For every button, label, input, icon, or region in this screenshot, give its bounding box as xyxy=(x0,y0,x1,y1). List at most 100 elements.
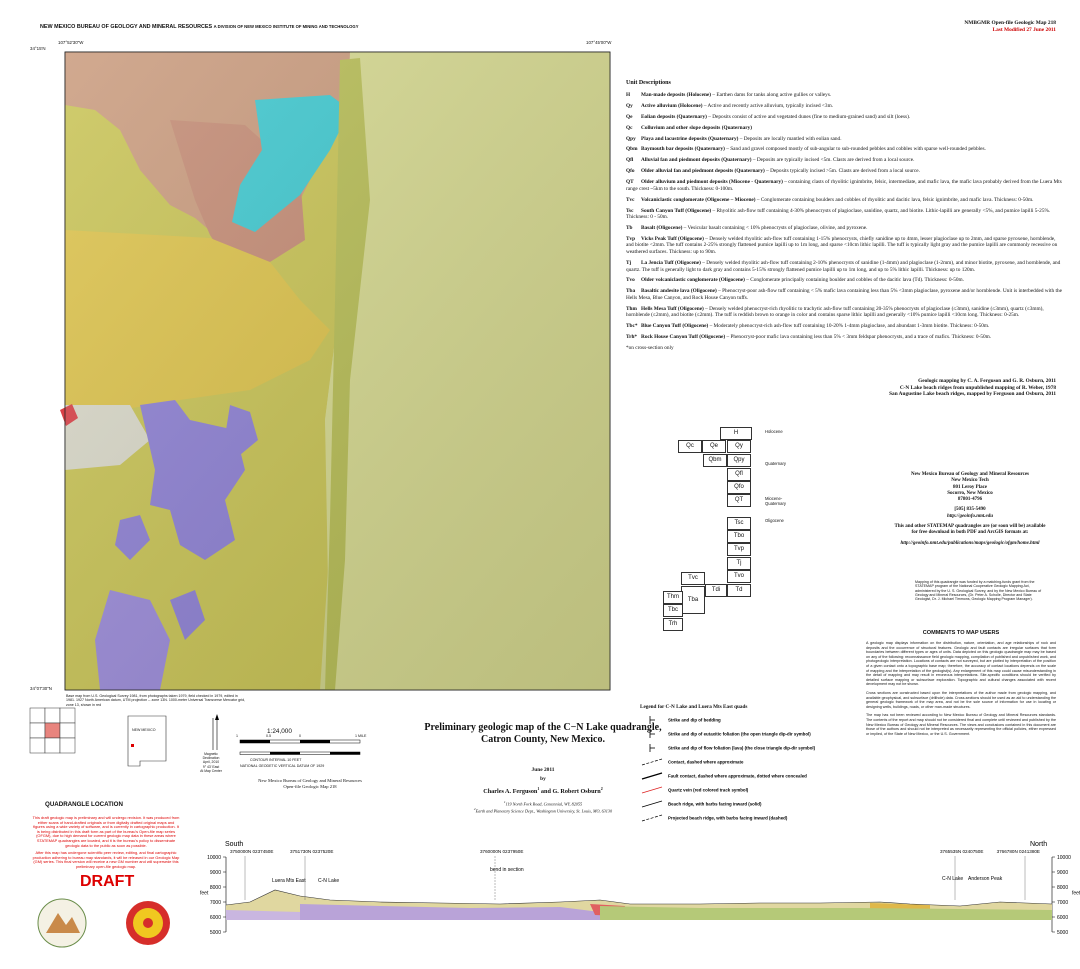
place-label: C-N Lake xyxy=(942,876,963,882)
unit-name: South Canyon Tuff (Oligocene) xyxy=(641,207,712,214)
unit-description: Qfo Older alluvial fan and piedmont depos… xyxy=(626,168,1062,175)
scale-label: 1 xyxy=(236,734,238,738)
elevation-label: 6000 xyxy=(210,915,221,921)
credits: Geologic mapping by C. A. Ferguson and G… xyxy=(889,378,1056,398)
legend-symbol xyxy=(649,716,655,724)
unit-box: Qc xyxy=(678,440,702,453)
section-end: South xyxy=(225,841,243,848)
publisher-line: 801 Leroy Place xyxy=(952,484,988,490)
unit-box: QT xyxy=(727,494,751,507)
symbol xyxy=(641,772,663,780)
series-block: New Mexico Bureau of Geology and Mineral… xyxy=(240,778,380,790)
comment-paragraph: The map has not been reviewed according … xyxy=(866,713,1056,736)
legend-label: Strike and dip of eutaxitic foliation (t… xyxy=(668,732,811,737)
unit-description: Tvp Vicks Peak Tuff (Oligocene) – Densely… xyxy=(626,236,1062,256)
unit-box: Qfl xyxy=(727,468,751,481)
unit-footnote: *on cross-section only xyxy=(626,345,674,352)
unit-description: Trh* Rock House Canyon Tuff (Oligocene) –… xyxy=(626,334,1062,341)
symbol xyxy=(641,800,663,808)
unit-name: Playa and lacustrine deposits (Quaternar… xyxy=(641,135,739,142)
unit-description: Thm Hells Mesa Tuff (Oligocene) – Densely… xyxy=(626,306,1062,319)
age-label: Holocene xyxy=(765,429,783,434)
unit-text: – Rhyolitic ash-flow tuff containing 4-3… xyxy=(626,207,1051,221)
declination-line: April, 2010 xyxy=(202,760,220,765)
unit-code: Tvo xyxy=(626,277,635,284)
scale-label: 1 MILE xyxy=(355,734,367,738)
unit-text: – Phenocryst-poor mafic lava containing … xyxy=(725,334,992,341)
age-label: Miocene-Quaternary xyxy=(765,496,786,506)
unit-description: Tj La Jencia Tuff (Oligocene) – Densely w… xyxy=(626,260,1062,273)
elevation-label: 8000 xyxy=(210,885,221,891)
corner-label: 107°45'00"W xyxy=(586,40,612,45)
unit-code: QT xyxy=(626,179,634,186)
elevation-label: 9000 xyxy=(210,870,221,876)
author: and G. Robert Osburn xyxy=(540,788,601,796)
author-note: 2 xyxy=(600,786,603,791)
scale-label: 0 xyxy=(299,734,301,738)
unit-code: Tb xyxy=(626,224,633,231)
unit-box: Qpy xyxy=(727,454,751,467)
corner-label: 34°07'30"N xyxy=(30,686,52,691)
unit-box: Tj xyxy=(727,557,751,570)
base-note: Base map from U.S. Geological Survey 198… xyxy=(66,694,246,707)
last-modified: Last Modified 27 June 2011 xyxy=(992,27,1057,33)
state-label: NEW MEXICO xyxy=(132,728,156,732)
legend-label: Fault contact, dashed where approximate,… xyxy=(668,774,807,779)
publisher-line: [505] 835-5490 xyxy=(954,507,986,513)
author: Charles A. Ferguson xyxy=(483,788,538,796)
affiliation: 119 North Fork Road, Centennial, WY, 820… xyxy=(505,801,583,807)
location-maps xyxy=(29,707,167,767)
unit-name: Man-made deposits (Holocene) xyxy=(641,92,712,98)
unit-name: Hells Mesa Tuff (Oligocene) xyxy=(641,305,704,312)
unit-name: La Jencia Tuff (Oligocene) xyxy=(641,259,701,266)
contour-interval: CONTOUR INTERVAL 10 FEET xyxy=(250,758,302,762)
elevation-unit: feet xyxy=(1072,891,1080,897)
legend-symbol xyxy=(641,814,663,822)
unit-text: – Active and recently active alluvium, t… xyxy=(702,102,834,109)
unit-description: Tba Basaltic andesite lava (Oligocene) – … xyxy=(626,288,1062,301)
affiliations: 1119 North Fork Road, Centennial, WY, 82… xyxy=(418,800,668,814)
affiliation-note: 2 xyxy=(473,806,476,811)
elevation-label: 9000 xyxy=(1057,870,1068,876)
availability: This and other STATEMAP quadrangles are … xyxy=(894,524,1046,530)
section-point: 3766780N 0241380E xyxy=(997,849,1040,854)
unit-code: Tba xyxy=(626,288,636,295)
comment-paragraph: Cross sections are constructed based upo… xyxy=(866,690,1056,709)
units-title: Unit Descriptions xyxy=(626,80,671,86)
unit-code: Trh* xyxy=(626,334,638,341)
elevation-label: 10000 xyxy=(207,855,221,861)
elevation-label: 5000 xyxy=(1057,930,1068,936)
legend-title: Legend for C-N Lake and Luera Mts East q… xyxy=(640,704,748,710)
unit-text: – Densely welded phenocryst-rich rhyolit… xyxy=(626,305,1044,319)
header: NEW MEXICO BUREAU OF GEOLOGY AND MINERAL… xyxy=(40,24,358,30)
unit-code: Qbm xyxy=(626,146,638,153)
unit-box: Qbm xyxy=(703,454,727,467)
corner-label: 107°52'30"W xyxy=(58,40,84,45)
unit-description: H Man-made deposits (Holocene) – Earthen … xyxy=(626,92,1062,99)
unit-name: Baymouth bar deposits (Quaternary) xyxy=(641,146,725,153)
legend-label: Contact, dashed where approximate xyxy=(668,760,744,765)
elevation-label: 7000 xyxy=(210,900,221,906)
unit-box: Tbc xyxy=(663,604,683,617)
elevation-label: 8000 xyxy=(1057,885,1068,891)
unit-name: Older alluvium and piedmont deposits (Mi… xyxy=(641,179,783,186)
section-end: North xyxy=(1030,841,1047,848)
unit-descriptions: H Man-made deposits (Holocene) – Earthen … xyxy=(626,92,1062,351)
unit-code: Qfl xyxy=(626,157,634,164)
elevation-label: 5000 xyxy=(210,930,221,936)
series-number: NMBGMR Open-file Geologic Map 218 xyxy=(964,20,1056,26)
publisher-line: New Mexico Bureau of Geology and Mineral… xyxy=(911,472,1029,477)
publisher-line: Socorro, New Mexico xyxy=(947,490,993,496)
by: by xyxy=(540,776,546,782)
place-label: C-N Lake xyxy=(318,878,339,884)
unit-name: Vicks Peak Tuff (Oligocene) xyxy=(641,235,704,242)
unit-description: Qfl Alluvial fan and piedmont deposits (Q… xyxy=(626,157,1062,164)
publisher: New Mexico Bureau of Geology and Mineral… xyxy=(880,472,1060,547)
unit-description: Tbc* Blue Canyon Tuff (Oligocene) – Moder… xyxy=(626,323,1062,330)
hillshade xyxy=(65,52,610,690)
legend-label: Strike and dip of flow foliation (lava) … xyxy=(668,746,816,751)
unit-text: – Deposits consist of active and vegetat… xyxy=(706,113,911,120)
unit-code: Qe xyxy=(626,113,633,120)
elevation-label: 6000 xyxy=(1057,915,1068,921)
